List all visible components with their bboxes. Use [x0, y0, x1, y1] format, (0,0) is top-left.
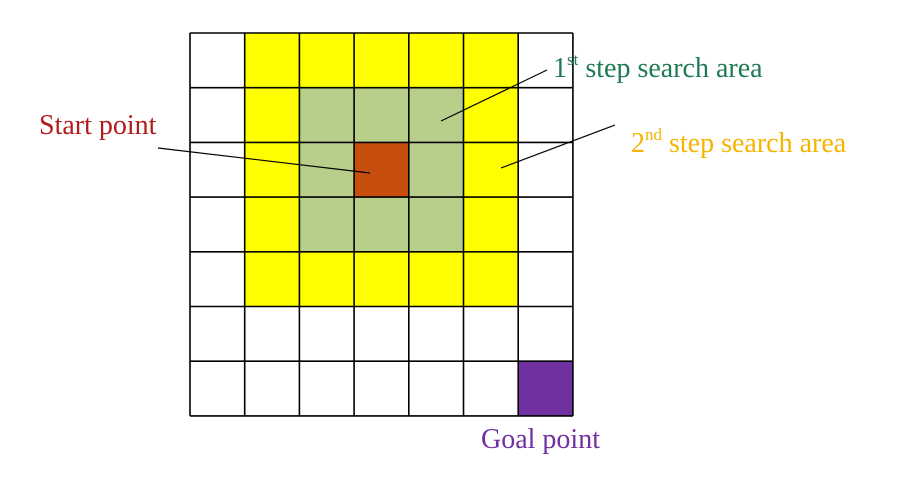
second-step-cell — [299, 251, 355, 307]
grid-cell — [518, 306, 573, 362]
goal-point-label: Goal point — [481, 424, 600, 455]
grid-cell — [299, 361, 355, 416]
grid-cell — [463, 306, 519, 362]
grid-cell — [518, 33, 573, 88]
first-step-text: step search area — [578, 53, 763, 84]
second-step-label: 2nd step search area — [631, 126, 847, 159]
second-step-pointer-line — [500, 124, 616, 169]
second-step-cell — [354, 251, 409, 307]
first-step-cell — [408, 142, 464, 198]
second-step-cell — [299, 33, 355, 88]
second-step-cell — [354, 33, 409, 88]
second-step-cell — [244, 33, 300, 88]
first-step-cell — [354, 197, 409, 252]
first-step-cell — [299, 197, 355, 252]
grid-cell — [354, 306, 409, 362]
second-step-cell — [408, 33, 464, 88]
second-step-superscript: nd — [645, 125, 662, 144]
grid-cell — [354, 361, 409, 416]
grid-cell — [518, 87, 573, 143]
first-step-cell — [408, 197, 464, 252]
first-step-label: 1st step search area — [553, 51, 763, 84]
grid-cell — [518, 197, 573, 252]
second-step-text: step search area — [662, 128, 847, 159]
second-step-cell — [463, 251, 519, 307]
grid-cell — [408, 306, 464, 362]
second-step-cell — [408, 251, 464, 307]
goal-point-cell — [518, 361, 573, 416]
first-step-pointer-line — [440, 69, 548, 122]
start-point-cell — [354, 142, 409, 198]
grid-cell — [408, 361, 464, 416]
first-step-cell — [408, 87, 464, 143]
second-step-cell — [463, 197, 519, 252]
second-step-cell — [463, 142, 519, 198]
first-step-cell — [354, 87, 409, 143]
second-step-cell — [463, 87, 519, 143]
first-step-number: 1 — [553, 53, 567, 84]
grid-cell — [190, 361, 245, 416]
second-step-cell — [463, 33, 519, 88]
grid-lines — [189, 32, 574, 417]
grid-cell — [244, 306, 300, 362]
second-step-cell — [244, 197, 300, 252]
grid-cell — [190, 306, 245, 362]
grid-cells — [190, 33, 573, 416]
second-step-cell — [244, 87, 300, 143]
second-step-number: 2 — [631, 128, 645, 159]
grid-cell — [244, 361, 300, 416]
grid-cell — [190, 142, 245, 198]
grid-cell — [190, 87, 245, 143]
start-point-label: Start point — [39, 110, 157, 141]
grid-cell — [463, 361, 519, 416]
second-step-cell — [244, 142, 300, 198]
pointer-lines — [157, 69, 616, 174]
grid-cell — [190, 197, 245, 252]
grid-cell — [518, 251, 573, 307]
start-point-pointer-line — [157, 147, 371, 174]
second-step-cell — [244, 251, 300, 307]
grid-cell — [190, 33, 245, 88]
grid-cell — [190, 251, 245, 307]
first-step-superscript: st — [567, 50, 579, 69]
grid-cell — [299, 306, 355, 362]
first-step-cell — [299, 87, 355, 143]
